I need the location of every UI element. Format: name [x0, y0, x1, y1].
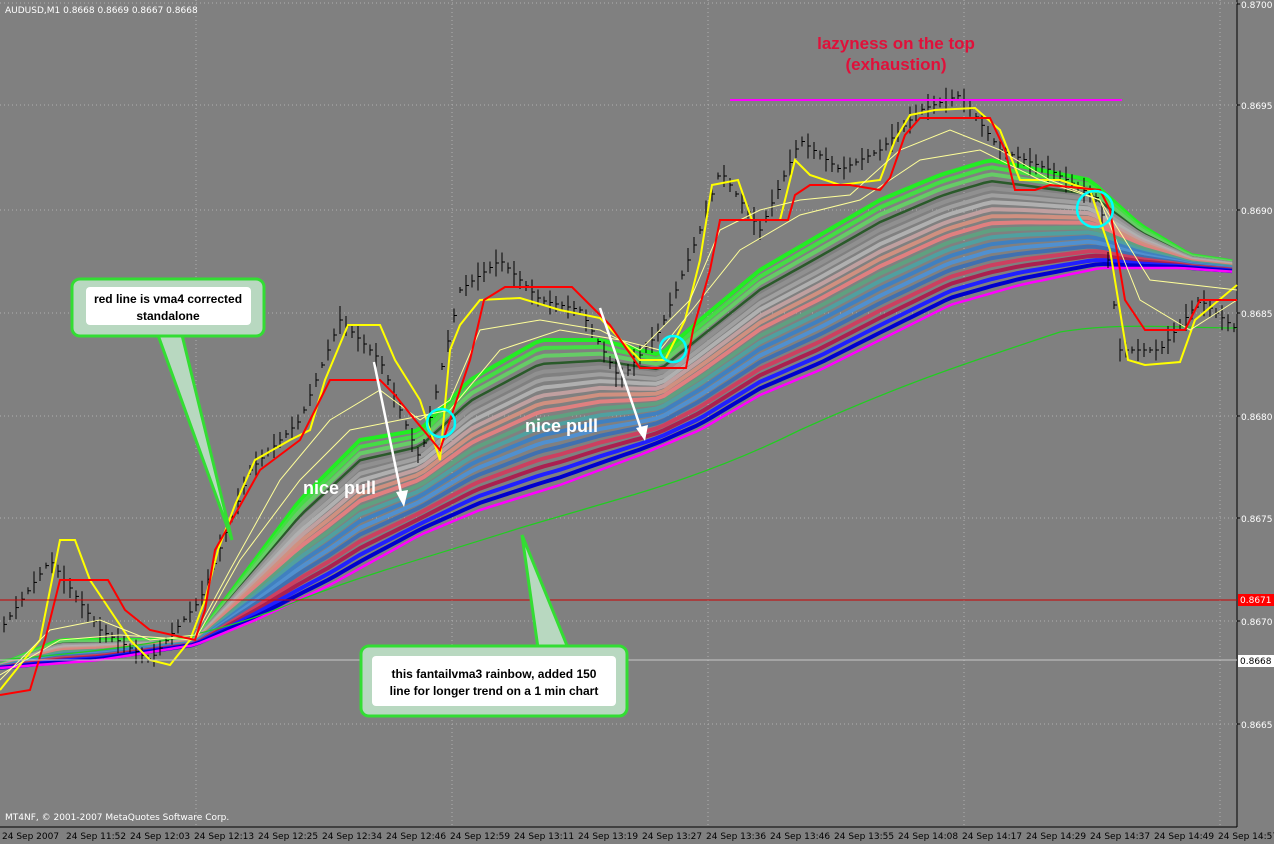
time-tick-label: 24 Sep 14:17: [962, 832, 1022, 842]
time-tick-label: 24 Sep 12:34: [322, 832, 382, 842]
fan-line: [0, 266, 1233, 670]
price-tick-label: 0.8675: [1241, 515, 1273, 525]
nice-pull-label-2: nice pull: [525, 416, 598, 436]
symbol-header: AUDUSD,M1 0.8668 0.8669 0.8667 0.8668: [5, 6, 198, 16]
green-150-line: [0, 325, 1238, 661]
cyan-circle-2: [658, 334, 688, 364]
time-tick-label: 24 Sep 2007: [2, 832, 59, 842]
price-tick-label: 0.8690: [1241, 207, 1273, 217]
time-tick-label: 24 Sep 13:36: [706, 832, 766, 842]
callout-bottom: this fantailvma3 rainbow, added 150 line…: [359, 534, 629, 718]
nice-pull-label-1: nice pull: [303, 478, 376, 498]
arrow-1: [372, 361, 408, 507]
cyan-circle-3: [1075, 189, 1115, 229]
time-tick-label: 24 Sep 12:59: [450, 832, 510, 842]
red-vma4-line: [0, 117, 1237, 696]
time-tick-label: 24 Sep 12:03: [130, 832, 190, 842]
price-marker-red-label: 0.8671: [1240, 596, 1272, 606]
top-note-line2: (exhaustion): [845, 55, 946, 74]
price-tick-label: 0.8695: [1241, 102, 1273, 112]
time-tick-label: 24 Sep 13:19: [578, 832, 638, 842]
time-tick-label: 24 Sep 14:49: [1154, 832, 1214, 842]
callout-bottom-line2: line for longer trend on a 1 min chart: [390, 684, 599, 698]
callout-bottom-line1: this fantailvma3 rainbow, added 150: [392, 667, 597, 681]
time-tick-label: 24 Sep 13:55: [834, 832, 894, 842]
yellow-envelope-line: [0, 106, 1238, 691]
price-tick-label: 0.8665: [1241, 721, 1273, 731]
price-tick-label: 0.8670: [1241, 618, 1273, 628]
price-marker-current: 0.8668: [1238, 655, 1274, 667]
time-tick-label: 24 Sep 12:13: [194, 832, 254, 842]
price-marker-red: 0.8671: [1238, 594, 1274, 606]
cyan-circle-1: [425, 407, 457, 439]
price-axis-panel: [1237, 0, 1274, 844]
top-note-line1: lazyness on the top: [817, 34, 975, 53]
callout-left-line1: red line is vma4 corrected: [94, 292, 242, 306]
time-tick-label: 24 Sep 13:46: [770, 832, 830, 842]
time-tick-label: 24 Sep 11:52: [66, 832, 126, 842]
callout-left: red line is vma4 corrected standalone: [70, 277, 266, 541]
time-tick-label: 24 Sep 14:57: [1218, 832, 1274, 842]
arrow-2: [598, 307, 648, 441]
price-tick-label: 0.8685: [1241, 310, 1273, 320]
callout-left-line2: standalone: [136, 309, 200, 323]
time-tick-label: 24 Sep 14:08: [898, 832, 958, 842]
price-axis-ticks: 0.8700 0.8695 0.8690 0.8685 0.8680 0.8675 0.86…: [1237, 1, 1273, 731]
copyright-text: MT4NF, © 2001-2007 MetaQuotes Software C…: [5, 813, 229, 823]
time-tick-label: 24 Sep 14:37: [1090, 832, 1150, 842]
price-marker-current-label: 0.8668: [1240, 657, 1272, 667]
time-tick-label: 24 Sep 13:27: [642, 832, 702, 842]
price-tick-label: 0.8700: [1241, 1, 1273, 11]
price-bars: [3, 87, 1237, 667]
price-tick-label: 0.8680: [1241, 413, 1273, 423]
time-tick-label: 24 Sep 12:46: [386, 832, 446, 842]
time-tick-label: 24 Sep 13:11: [514, 832, 574, 842]
time-axis-ticks: 24 Sep 2007 24 Sep 11:52 24 Sep 12:03 24 Se…: [2, 832, 1274, 842]
time-tick-label: 24 Sep 12:25: [258, 832, 318, 842]
time-tick-label: 24 Sep 14:29: [1026, 832, 1086, 842]
